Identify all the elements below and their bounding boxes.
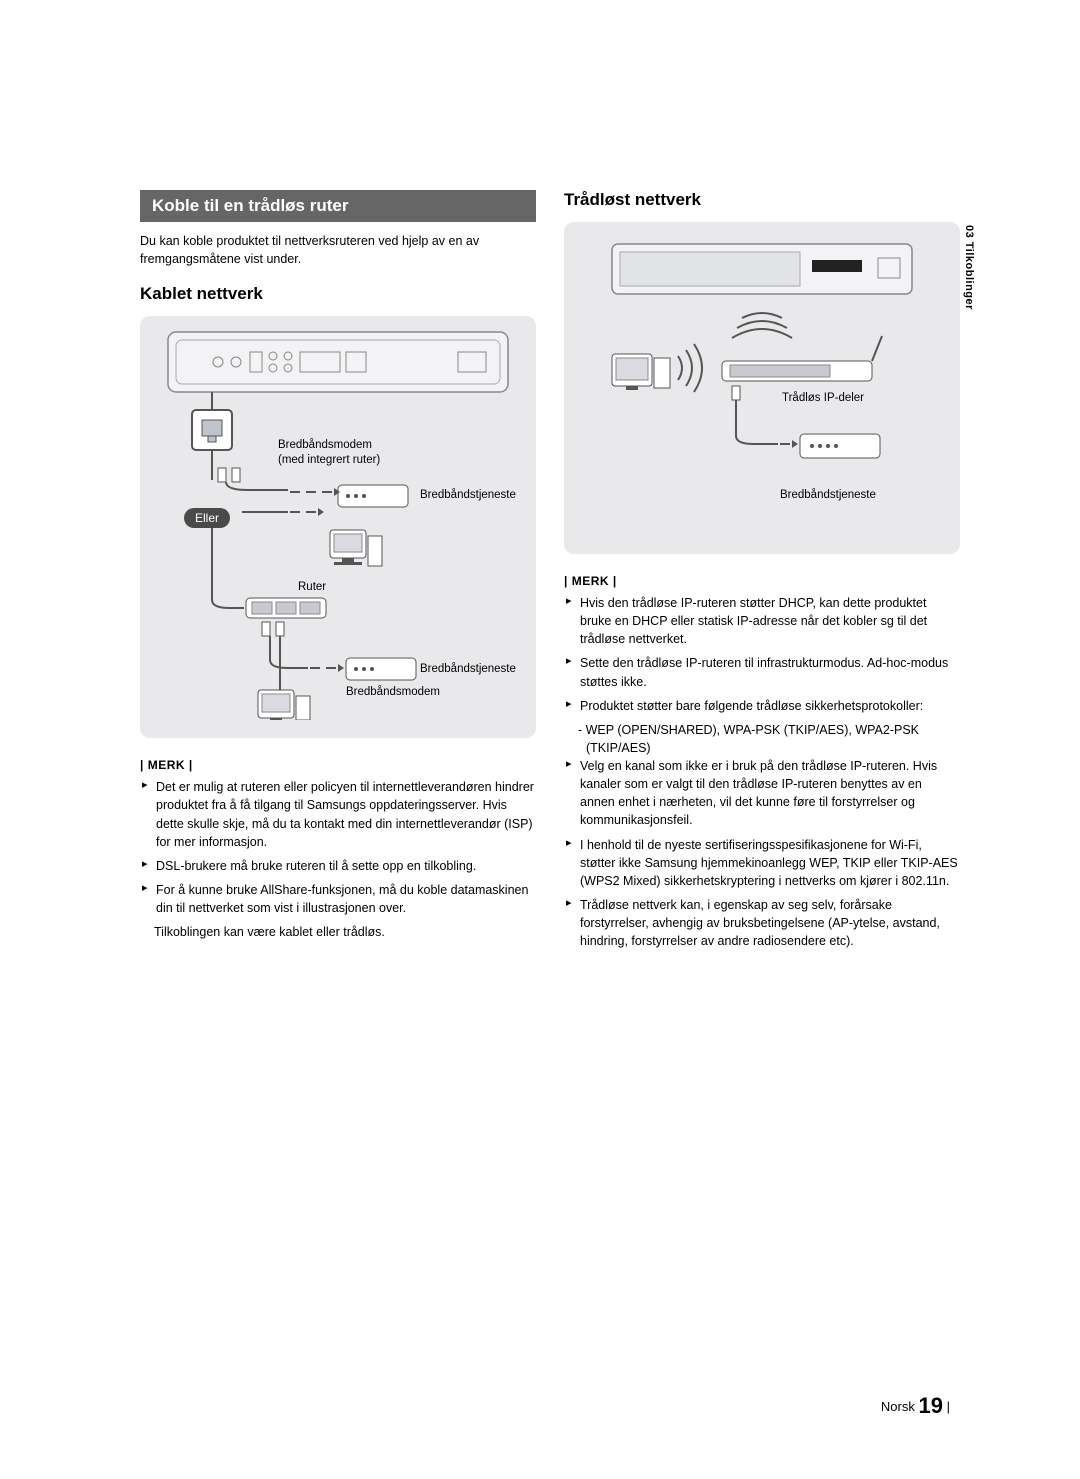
section-title-band: Koble til en trådløs ruter [140,190,536,222]
merk-heading-wireless: | MERK | [564,574,960,588]
note-item: Velg en kanal som ikke er i bruk på den … [566,757,960,830]
label-modem-router: Bredbåndsmodem [278,439,372,451]
note-item: For å kunne bruke AllShare-funksjonen, m… [142,881,536,917]
label-modem-router-2: (med integrert ruter) [278,454,380,466]
wired-subhead: Kablet nettverk [140,284,536,304]
wireless-notes-list: Hvis den trådløse IP-ruteren støtter DHC… [564,594,960,715]
note-item: Sette den trådløse IP-ruteren til infras… [566,654,960,690]
right-column: Trådløst nettverk [564,190,960,956]
footer-lang: Norsk [881,1399,915,1414]
note-item: I henhold til de nyeste sertifiseringssp… [566,836,960,890]
label-service-2: Bredbåndstjeneste [420,663,516,675]
wired-diagram: Bredbåndsmodem (med integrert ruter) Bre… [140,316,536,738]
wireless-subhead: Trådløst nettverk [564,190,960,210]
label-wireless-service: Bredbåndstjeneste [780,489,876,501]
wireless-notes-list-2: Velg en kanal som ikke er i bruk på den … [564,757,960,950]
section-tab: 03 Tilkoblinger [963,225,975,310]
label-modem: Bredbåndsmodem [346,686,440,698]
wired-notes-list: Det er mulig at ruteren eller policyen t… [140,778,536,917]
wired-note-tail: Tilkoblingen kan være kablet eller trådl… [140,923,536,941]
footer-bar: | [947,1399,950,1414]
wireless-diagram: Trådløs IP-deler Bredbåndstjeneste [564,222,960,554]
note-item: DSL-brukere må bruke ruteren til å sette… [142,857,536,875]
left-column: Koble til en trådløs ruter Du kan koble … [140,190,536,956]
note-item: Hvis den trådløse IP-ruteren støtter DHC… [566,594,960,648]
label-ip-sharer: Trådløs IP-deler [782,392,864,404]
note-item: Det er mulig at ruteren eller policyen t… [142,778,536,851]
wireless-sub-protocols: - WEP (OPEN/SHARED), WPA-PSK (TKIP/AES),… [564,721,960,757]
label-router: Ruter [298,581,326,593]
label-service-1: Bredbåndstjeneste [420,489,516,501]
intro-text: Du kan koble produktet til nettverksrute… [140,232,536,268]
footer-page-number: 19 [919,1393,943,1418]
note-item: Trådløse nettverk kan, i egenskap av seg… [566,896,960,950]
merk-heading-wired: | MERK | [140,758,536,772]
label-or: Eller [195,511,219,525]
page-footer: Norsk 19 | [881,1393,950,1419]
note-item: Produktet støtter bare følgende trådløse… [566,697,960,715]
